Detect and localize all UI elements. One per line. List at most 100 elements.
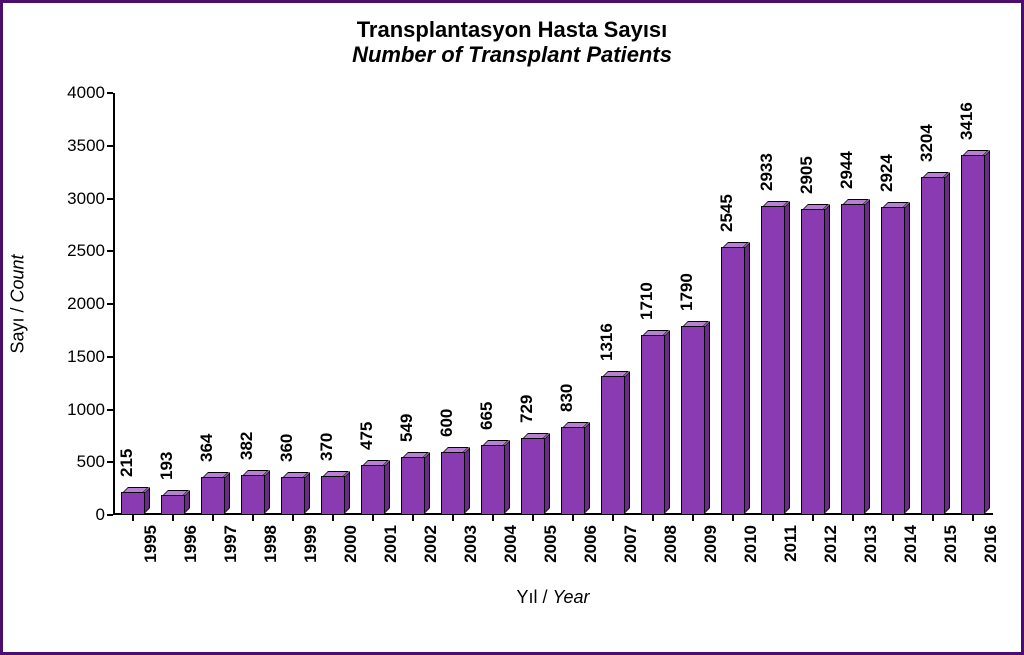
bar: 1790 [681, 326, 704, 515]
x-tick-label: 2008 [659, 525, 681, 563]
x-tick-mark [852, 515, 854, 521]
x-tick-label: 1999 [299, 525, 321, 563]
x-tick-mark [772, 515, 774, 521]
x-tick-mark [172, 515, 174, 521]
bar-side-face [704, 321, 710, 514]
x-tick-mark [612, 515, 614, 521]
bar: 370 [321, 476, 344, 515]
x-tick-label: 2000 [339, 525, 361, 563]
bar-value-label: 2944 [837, 152, 857, 190]
bar-value-label: 193 [157, 451, 177, 479]
bar: 729 [521, 438, 544, 515]
x-tick-label: 2007 [619, 525, 641, 563]
bar-side-face [824, 204, 830, 514]
x-tick-label: 1998 [259, 525, 281, 563]
bar: 1710 [641, 335, 664, 515]
bar-value-label: 364 [197, 433, 217, 461]
y-tick-label: 1500 [67, 347, 113, 367]
x-tick-label: 2001 [379, 525, 401, 563]
bar-side-face [464, 447, 470, 514]
x-tick-label: 2003 [459, 525, 481, 563]
bar: 665 [481, 445, 504, 515]
x-tick-label: 2014 [899, 525, 921, 563]
x-tick-mark [892, 515, 894, 521]
title-line-2: Number of Transplant Patients [3, 42, 1021, 67]
bar: 830 [561, 427, 584, 515]
x-tick-label: 2009 [699, 525, 721, 563]
x-tick-label: 2005 [539, 525, 561, 563]
x-tick-mark [292, 515, 294, 521]
x-tick-mark [572, 515, 574, 521]
x-axis-label-reg: Yıl / [516, 587, 552, 607]
bar-side-face [304, 472, 310, 514]
chart-title: Transplantasyon Hasta Sayısı Number of T… [3, 17, 1021, 68]
x-tick-mark [692, 515, 694, 521]
bar-value-label: 830 [557, 384, 577, 412]
x-tick-mark [332, 515, 334, 521]
y-tick-label: 0 [96, 505, 113, 525]
bar: 360 [281, 477, 304, 515]
x-tick-mark [212, 515, 214, 521]
bar-side-face [744, 242, 750, 514]
x-tick-mark [932, 515, 934, 521]
x-tick-label: 1995 [139, 525, 161, 563]
bar: 475 [361, 465, 384, 515]
bar-side-face [664, 330, 670, 514]
bar-side-face [504, 440, 510, 514]
bar-side-face [264, 470, 270, 514]
x-tick-label: 2006 [579, 525, 601, 563]
plot-area: 0500100015002000250030003500400019952151… [113, 93, 993, 515]
bar: 215 [121, 492, 144, 515]
x-tick-mark [532, 515, 534, 521]
x-tick-mark [372, 515, 374, 521]
x-tick-mark [812, 515, 814, 521]
bar-value-label: 2924 [877, 154, 897, 192]
bar: 3204 [921, 177, 944, 515]
y-tick-label: 2500 [67, 241, 113, 261]
title-line-1: Transplantasyon Hasta Sayısı [3, 17, 1021, 42]
x-tick-label: 2011 [779, 525, 801, 562]
bar: 382 [241, 475, 264, 515]
bar: 2924 [881, 207, 904, 515]
x-tick-mark [252, 515, 254, 521]
y-tick-label: 3000 [67, 189, 113, 209]
bar-side-face [144, 487, 150, 514]
bar: 364 [201, 477, 224, 515]
bar-side-face [784, 201, 790, 514]
bar-value-label: 1710 [637, 282, 657, 320]
x-tick-mark [412, 515, 414, 521]
bar-side-face [864, 199, 870, 514]
bar-side-face [944, 172, 950, 514]
x-tick-mark [492, 515, 494, 521]
bar: 2905 [801, 209, 824, 515]
x-axis-label-it: Year [552, 587, 589, 607]
bar-side-face [584, 422, 590, 514]
y-tick-label: 3500 [67, 136, 113, 156]
x-axis-label: Yıl / Year [516, 587, 589, 608]
bar-value-label: 729 [517, 395, 537, 423]
bar: 549 [401, 457, 424, 515]
x-tick-label: 1996 [179, 525, 201, 563]
y-tick-label: 4000 [67, 83, 113, 103]
bar-value-label: 1316 [597, 323, 617, 361]
y-tick-label: 500 [77, 452, 113, 472]
bar-value-label: 3416 [957, 102, 977, 140]
bar-side-face [424, 452, 430, 514]
bar: 2933 [761, 206, 784, 515]
bar-value-label: 1790 [677, 273, 697, 311]
bar-value-label: 2545 [717, 194, 737, 232]
y-axis-label-it: Count [8, 254, 28, 302]
bar-value-label: 215 [117, 449, 137, 477]
x-tick-mark [452, 515, 454, 521]
bar: 3416 [961, 155, 984, 515]
x-tick-label: 2002 [419, 525, 441, 563]
chart-frame: Transplantasyon Hasta Sayısı Number of T… [0, 0, 1024, 655]
x-tick-label: 2010 [739, 525, 761, 563]
x-tick-label: 2015 [939, 525, 961, 563]
bar-side-face [384, 460, 390, 514]
bar: 1316 [601, 376, 624, 515]
bar-value-label: 665 [477, 401, 497, 429]
bar-side-face [344, 471, 350, 514]
x-tick-label: 2012 [819, 525, 841, 563]
x-tick-mark [132, 515, 134, 521]
